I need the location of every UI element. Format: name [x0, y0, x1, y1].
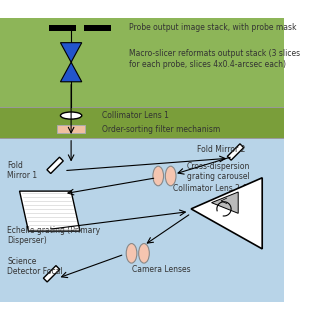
- Polygon shape: [60, 43, 82, 62]
- Text: Order-sorting filter mechanism: Order-sorting filter mechanism: [102, 125, 220, 134]
- Text: Fold Mirror 2: Fold Mirror 2: [197, 145, 246, 154]
- Polygon shape: [212, 192, 238, 213]
- Polygon shape: [191, 178, 262, 249]
- Text: Probe output image stack, with probe mask: Probe output image stack, with probe mas…: [129, 23, 296, 32]
- Bar: [49, 25, 76, 31]
- Polygon shape: [44, 266, 60, 282]
- Polygon shape: [228, 144, 244, 160]
- Ellipse shape: [139, 244, 149, 263]
- Text: Collimator Lens 1: Collimator Lens 1: [102, 111, 169, 120]
- Polygon shape: [47, 157, 63, 173]
- Text: Macro-slicer reformats output stack (3 slices: Macro-slicer reformats output stack (3 s…: [129, 49, 300, 58]
- Text: Camera Lenses: Camera Lenses: [132, 265, 190, 274]
- Ellipse shape: [153, 166, 164, 186]
- Text: Science
Detector Focal: Science Detector Focal: [7, 257, 63, 276]
- Bar: [84, 25, 111, 31]
- Ellipse shape: [126, 244, 137, 263]
- Text: Cross-dispersion
grating carousel: Cross-dispersion grating carousel: [187, 162, 250, 181]
- Bar: [0, 138, 284, 302]
- Polygon shape: [20, 191, 80, 231]
- Bar: [0, 107, 284, 138]
- Bar: [57, 125, 85, 133]
- Text: for each probe, slices 4x0.4-arcsec each): for each probe, slices 4x0.4-arcsec each…: [129, 60, 286, 68]
- Bar: [0, 18, 284, 107]
- Ellipse shape: [165, 166, 176, 186]
- Polygon shape: [60, 62, 82, 82]
- Ellipse shape: [60, 112, 82, 119]
- Text: Collimator Lens 2 & 3: Collimator Lens 2 & 3: [173, 184, 256, 193]
- Text: Echelle grating (Primary
Disperser): Echelle grating (Primary Disperser): [7, 226, 100, 245]
- Text: Fold
Mirror 1: Fold Mirror 1: [7, 161, 37, 180]
